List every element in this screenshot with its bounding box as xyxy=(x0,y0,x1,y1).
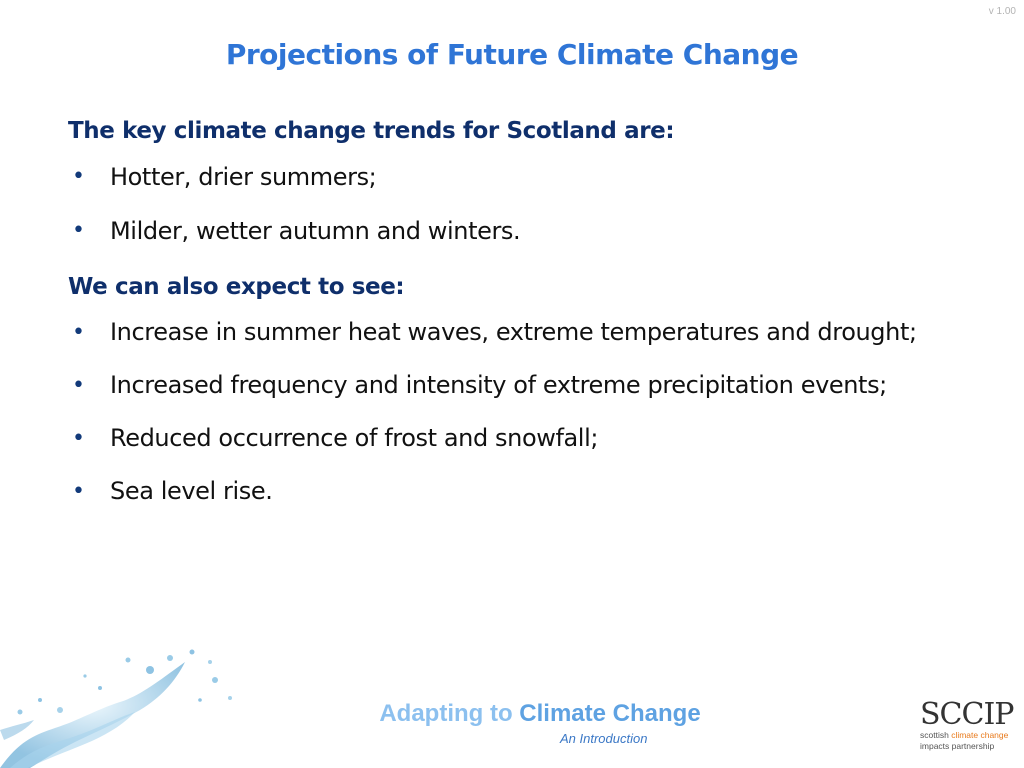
bullet-icon: • xyxy=(72,218,85,243)
list-item-text: Milder, wetter autumn and winters. xyxy=(110,217,521,245)
logo-tagline-scottish: scottish xyxy=(920,730,952,740)
footer-title: Adapting to Climate Change xyxy=(340,700,740,728)
list-item-text: Reduced occurrence of frost and snowfall… xyxy=(110,424,599,452)
footer-title-part1: Adapting to xyxy=(379,700,520,727)
list-item: • Sea level rise. xyxy=(68,465,988,518)
list-item: • Hotter, drier summers; xyxy=(68,150,988,204)
bullet-icon: • xyxy=(72,426,85,451)
footer-title-part2: Climate Change xyxy=(519,700,701,727)
list-item-text: Increase in summer heat waves, extreme t… xyxy=(110,318,917,346)
bullet-list-trends: • Hotter, drier summers; • Milder, wetter … xyxy=(68,150,988,258)
logo-tagline-line1: scottish climate change xyxy=(920,730,1010,741)
section-heading-trends: The key climate change trends for Scotla… xyxy=(68,118,675,144)
list-item-text: Increased frequency and intensity of ext… xyxy=(110,371,887,399)
water-splash-icon xyxy=(0,649,232,768)
slide-title: Projections of Future Climate Change xyxy=(225,38,799,71)
logo-tagline-line2: impacts partnership xyxy=(920,741,995,751)
bullet-icon: • xyxy=(72,320,85,345)
list-item: • Milder, wetter autumn and winters. xyxy=(68,204,988,258)
section-heading-expectations: We can also expect to see: xyxy=(68,274,405,300)
slide-content: The key climate change trends for Scotla… xyxy=(68,112,988,518)
version-label: v 1.00 xyxy=(988,6,1016,17)
bullet-icon: • xyxy=(72,164,85,189)
list-item-text: Sea level rise. xyxy=(110,477,273,505)
footer-subtitle: An Introduction xyxy=(560,731,648,746)
list-item: • Increase in summer heat waves, extreme … xyxy=(68,306,988,359)
list-item: • Reduced occurrence of frost and snowfal… xyxy=(68,412,988,465)
sccip-logo: SCCIP scottish climate change impacts pa… xyxy=(920,697,1015,756)
logo-tagline-climate: climate change xyxy=(951,730,1009,740)
logo-mark: SCCIP xyxy=(920,697,1015,732)
bullet-list-expectations: • Increase in summer heat waves, extreme … xyxy=(68,306,988,518)
list-item: • Increased frequency and intensity of ex… xyxy=(68,359,988,412)
list-item-text: Hotter, drier summers; xyxy=(110,163,377,191)
bullet-icon: • xyxy=(72,479,85,504)
bullet-icon: • xyxy=(72,373,85,398)
